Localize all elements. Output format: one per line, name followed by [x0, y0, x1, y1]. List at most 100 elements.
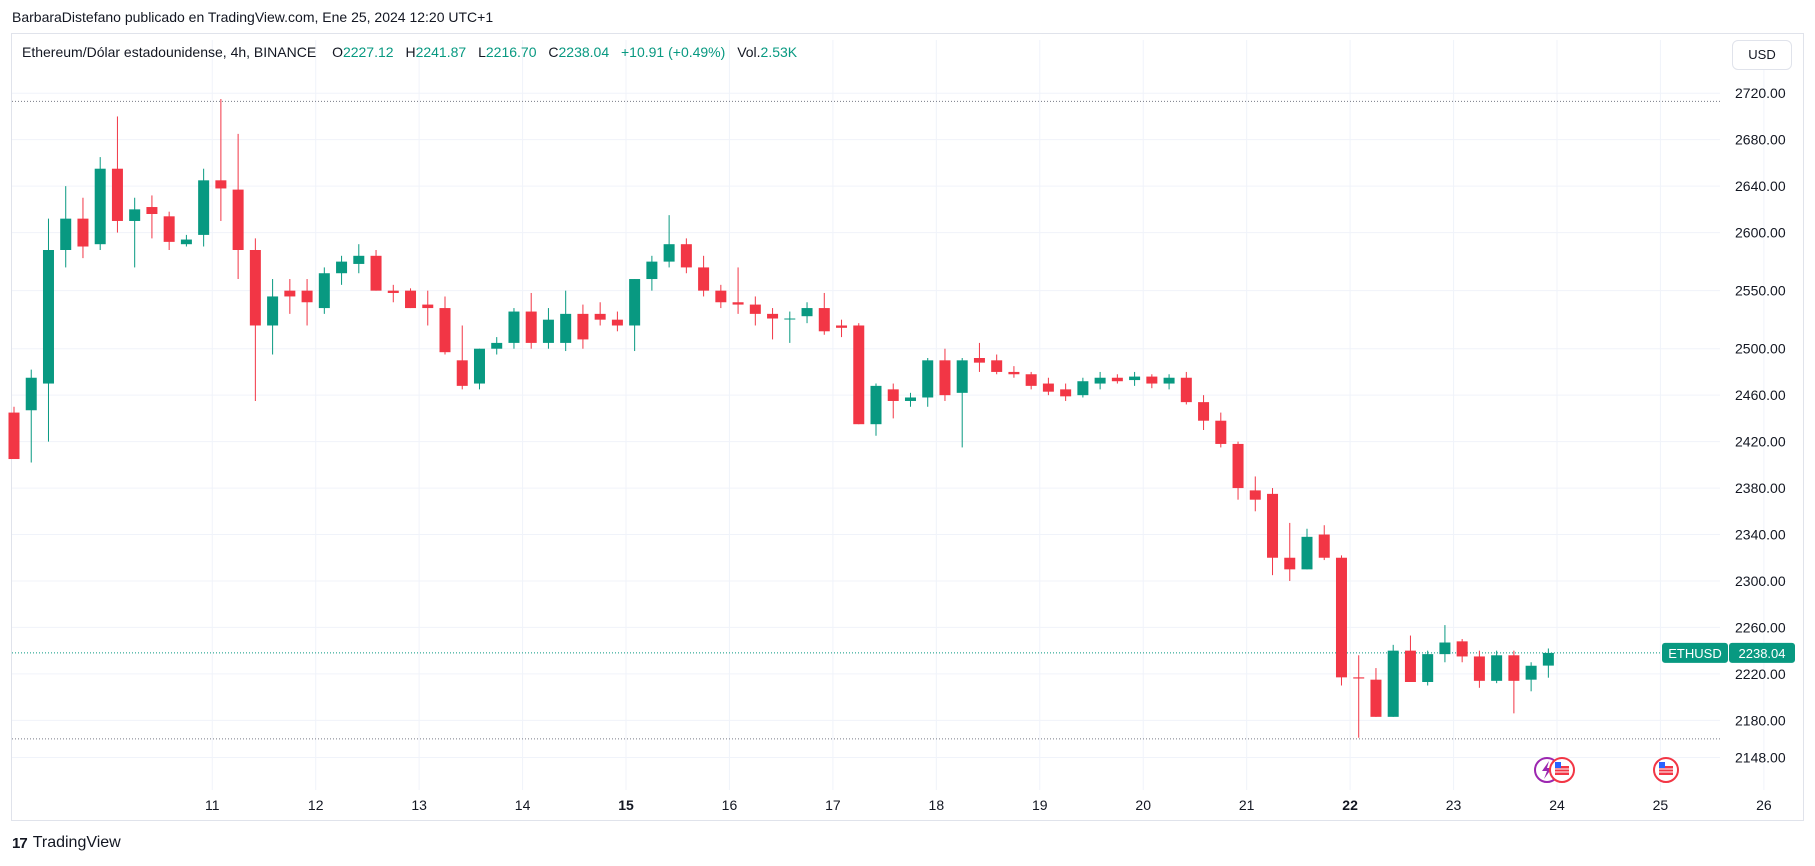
candle-down [1008, 366, 1020, 378]
last-price-label: 2238.04 [1739, 646, 1786, 661]
candle-body [180, 239, 192, 245]
candle-up [1077, 377, 1089, 398]
candle-up [1439, 625, 1451, 663]
candle-body [1439, 642, 1451, 655]
candle-up [784, 311, 796, 343]
candle-body [491, 342, 503, 349]
candle-body [629, 279, 641, 326]
footer-branding[interactable]: 17 TradingView [12, 834, 121, 852]
candle-body [1542, 652, 1554, 666]
candle-body [939, 360, 951, 396]
candle-down [611, 311, 623, 332]
price-tick-label: 2148.00 [1735, 749, 1786, 765]
date-tick-label: 21 [1239, 797, 1255, 813]
candle-down [698, 255, 710, 297]
date-tick-label: 17 [825, 797, 841, 813]
candle-body [594, 313, 606, 320]
candle-up [60, 186, 72, 268]
date-tick-label: 25 [1653, 797, 1669, 813]
candle-up [508, 308, 520, 349]
candle-body [77, 218, 89, 247]
candle-down [715, 284, 727, 309]
candle-body [1232, 443, 1244, 489]
legend-change: +10.91 (+0.49%) [621, 44, 726, 60]
event-icon-group [1653, 757, 1679, 783]
us-flag-stripes-icon [1659, 766, 1673, 775]
candle-down [1146, 374, 1158, 389]
event-icon-group [1534, 757, 1575, 783]
candle-down [1060, 383, 1072, 401]
candle-body [353, 255, 365, 264]
candle-body [1284, 557, 1296, 570]
candle-down [1042, 377, 1054, 396]
candle-down [405, 288, 417, 309]
candle-up [1387, 644, 1399, 717]
candle-body [646, 261, 658, 280]
legend-symbol: Ethereum/Dólar estadounidense, 4h, BINAN… [22, 44, 317, 60]
candle-body [1267, 493, 1279, 558]
publisher-line: BarbaraDistefano publicado en TradingVie… [12, 9, 494, 25]
price-tick-label: 2460.00 [1735, 387, 1786, 403]
candle-body [508, 311, 520, 343]
candle-down [1267, 488, 1279, 576]
price-tick-label: 2500.00 [1735, 341, 1786, 357]
candle-down [1508, 650, 1520, 714]
candle-body [1249, 490, 1261, 500]
candle-down [1335, 555, 1347, 686]
candle-body [94, 168, 106, 245]
candle-body [732, 302, 744, 305]
candle-body [542, 319, 554, 343]
candle-down [767, 308, 779, 340]
candle-body [1353, 677, 1365, 679]
candle-down [146, 195, 158, 239]
candle-up [1163, 374, 1175, 390]
candle-body [8, 412, 20, 460]
date-tick-label: 22 [1342, 797, 1358, 813]
currency-button[interactable]: USD [1732, 40, 1792, 70]
candle-up [198, 168, 210, 247]
candle-body [698, 267, 710, 291]
symbol-badge [1662, 642, 1728, 663]
candle-body [991, 360, 1003, 372]
price-axis: 2148.00 2180.00 2220.00 2260.00 2300.00 2340.… [1735, 85, 1786, 765]
chart-grid [12, 40, 1765, 790]
candle-body [853, 325, 865, 425]
candle-body [577, 313, 589, 340]
candle-down [1249, 476, 1261, 512]
candle-body [60, 218, 72, 250]
candle-body [1491, 655, 1503, 681]
candle-body [801, 308, 813, 317]
candle-body [1525, 665, 1537, 680]
candle-body [1180, 377, 1192, 403]
candle-down [525, 292, 537, 349]
candle-up [922, 358, 934, 407]
candle-body [1094, 377, 1106, 384]
legend-high-value: 2241.87 [415, 44, 467, 60]
legend-volume-label: Vol. [737, 44, 761, 60]
candle-down [370, 250, 382, 291]
candle-body [1404, 650, 1416, 682]
candle-up [870, 383, 882, 436]
candle-body [1370, 679, 1382, 717]
candle-body [198, 180, 210, 235]
candle-down [422, 290, 434, 326]
candle-down [77, 197, 89, 259]
legend-close-value: 2238.04 [558, 44, 610, 60]
candle-down [1318, 525, 1330, 561]
symbol-badge-label: ETHUSD [1668, 646, 1721, 661]
candle-body [387, 290, 399, 293]
candle-up [801, 302, 813, 324]
candle-body [129, 209, 141, 221]
candle-down [387, 284, 399, 303]
candle-down [163, 211, 175, 250]
candle-body [715, 290, 727, 303]
candle-up [25, 369, 37, 463]
candle-body [42, 250, 54, 384]
candle-body [25, 377, 37, 411]
candle-down [1180, 371, 1192, 405]
candle-down [732, 267, 744, 314]
date-tick-label: 23 [1446, 797, 1462, 813]
candle-body [267, 296, 279, 326]
candle-body [922, 360, 934, 398]
